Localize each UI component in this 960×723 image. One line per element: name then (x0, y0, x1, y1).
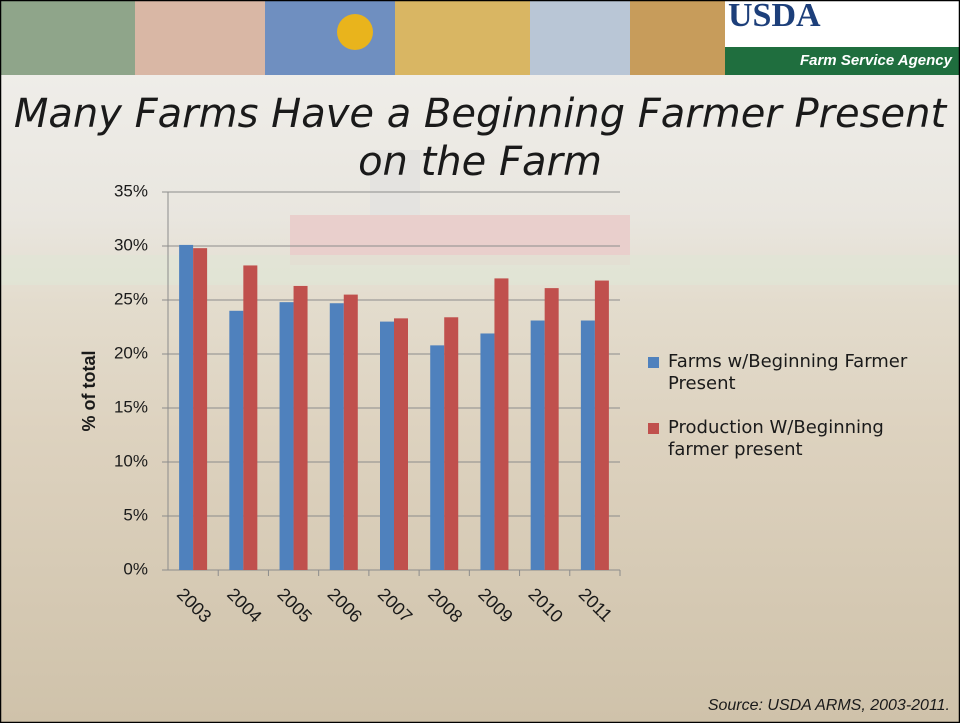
y-tick-label: 20% (114, 343, 148, 362)
y-tick-label: 30% (114, 235, 148, 254)
bar (293, 285, 308, 570)
y-tick-label: 10% (114, 451, 148, 470)
bar (279, 302, 294, 570)
source-note: Source: USDA ARMS, 2003-2011. (708, 697, 950, 714)
bar (494, 278, 509, 570)
field-strip (0, 255, 960, 285)
bar (343, 294, 358, 570)
bar (394, 318, 408, 570)
bar (229, 310, 244, 570)
legend-swatch (648, 357, 659, 368)
bar (530, 320, 545, 570)
bar (430, 345, 445, 570)
agency-name: Farm Service Agency (800, 52, 953, 69)
header-photos (0, 0, 960, 75)
legend-swatch (648, 423, 659, 434)
bar (380, 321, 394, 570)
bar (594, 280, 609, 570)
bar (444, 317, 459, 570)
bar (179, 244, 194, 571)
bar (544, 288, 559, 570)
y-axis-label: % of total (79, 351, 99, 432)
bar (329, 303, 344, 570)
y-tick-label: 25% (114, 289, 148, 308)
bar (580, 320, 595, 570)
y-tick-label: 0% (123, 559, 148, 578)
legend-label: Farms w/Beginning Farmer Present (668, 351, 908, 394)
y-tick-label: 35% (114, 181, 148, 200)
chart-title: Many Farms Have a Beginning Farmer Prese… (14, 91, 948, 185)
bar (243, 265, 258, 570)
usda-logo: USDA (728, 0, 821, 34)
y-tick-label: 15% (114, 397, 148, 416)
bar (480, 333, 495, 570)
y-tick-label: 5% (123, 505, 148, 524)
bar (193, 248, 208, 570)
legend-label: Production W/Beginning farmer present (668, 417, 884, 460)
